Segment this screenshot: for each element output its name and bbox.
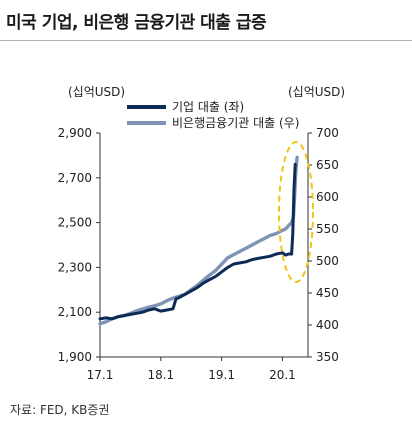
y-right-tick-label: 700: [316, 126, 339, 140]
y-right-tick-label: 650: [316, 158, 339, 172]
y-right-tick-label: 350: [316, 350, 339, 364]
series-line-corporate: [98, 162, 297, 321]
source-note: 자료: FED, KB증권: [10, 403, 110, 417]
legend: 기업 대출 (좌) 비은행금융기관 대출 (우): [127, 100, 299, 130]
series-lines: [98, 155, 299, 326]
y-right-tick-label: 600: [316, 190, 339, 204]
y-left-tick-label: 2,500: [58, 216, 92, 230]
y-right-tick-label: 500: [316, 254, 339, 268]
legend-label-nonbank: 비은행금융기관 대출 (우): [172, 115, 299, 130]
series-line-nonbank: [98, 155, 299, 326]
title-divider: [0, 40, 412, 41]
right-axis-unit: (십억USD): [288, 85, 345, 99]
left-axis-unit: (십억USD): [68, 85, 125, 99]
y-left-tick-label: 2,100: [58, 305, 92, 319]
x-tick-label: 17.1: [87, 368, 114, 382]
chart-title: 미국 기업, 비은행 금융기관 대출 급증: [6, 13, 267, 33]
y-right-tick-label: 450: [316, 286, 339, 300]
y-left-tick-label: 1,900: [58, 350, 92, 364]
x-tick-label: 18.1: [147, 368, 174, 382]
legend-label-corporate: 기업 대출 (좌): [172, 100, 244, 114]
axes: 1,900 2,100 2,300 2,500 2,700 2,900 350 400 450 5…: [58, 126, 339, 382]
highlight-ellipse: [278, 141, 314, 283]
y-right-tick-label: 400: [316, 318, 339, 332]
y-left-tick-label: 2,900: [58, 126, 92, 140]
y-left-tick-label: 2,300: [58, 260, 92, 274]
x-tick-label: 20.1: [269, 368, 296, 382]
x-tick-label: 19.1: [208, 368, 235, 382]
y-left-tick-label: 2,700: [58, 171, 92, 185]
y-right-tick-label: 550: [316, 222, 339, 236]
